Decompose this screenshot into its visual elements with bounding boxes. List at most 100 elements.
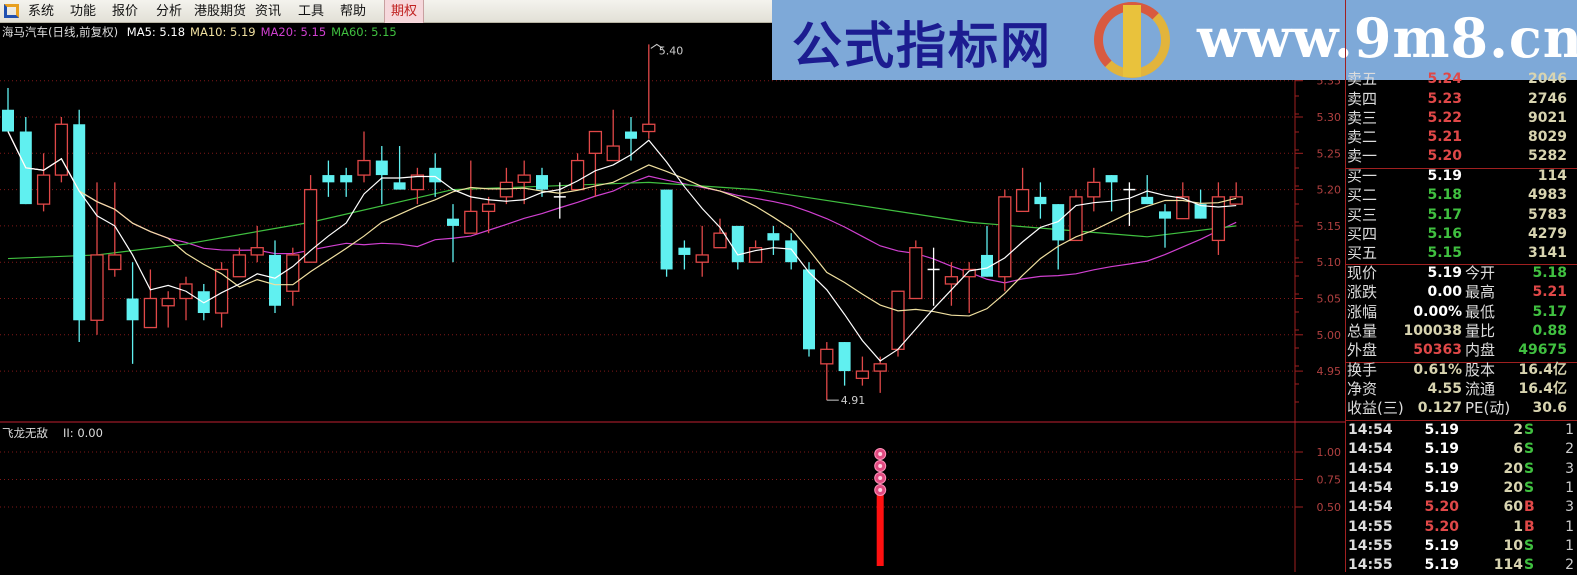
trade-count: 1 xyxy=(1565,518,1574,535)
trade-row: 14:54 5.19 20 S 3 xyxy=(1345,460,1577,479)
stats-row: 总量 100038 量比 0.88 xyxy=(1345,322,1577,341)
candle[interactable] xyxy=(1123,182,1136,226)
candle[interactable] xyxy=(731,225,744,270)
candle[interactable] xyxy=(161,291,175,328)
candle[interactable] xyxy=(1015,167,1030,213)
candle[interactable] xyxy=(998,189,1012,292)
stats-label-2: 最低 xyxy=(1465,303,1496,321)
candle[interactable] xyxy=(838,342,851,386)
menu-item-6[interactable]: 工具 xyxy=(298,4,325,19)
trade-side: S xyxy=(1524,479,1535,496)
candle[interactable] xyxy=(250,225,264,263)
candle[interactable] xyxy=(891,290,905,357)
trade-count: 2 xyxy=(1565,441,1574,458)
price-tick-label: 5.25 xyxy=(1317,147,1342,160)
menu-item-7[interactable]: 帮助 xyxy=(340,4,367,19)
candle[interactable] xyxy=(1105,175,1118,212)
candle[interactable] xyxy=(820,342,834,401)
candle[interactable] xyxy=(678,240,691,270)
stock-title: 海马汽车(日线,前复权) xyxy=(2,25,119,39)
candle[interactable] xyxy=(393,146,406,190)
candle[interactable] xyxy=(1159,204,1171,248)
candle[interactable] xyxy=(54,117,69,183)
candle[interactable] xyxy=(2,87,14,132)
menu-item-0[interactable]: 系统 xyxy=(28,4,55,19)
fund-label: 收益(三) xyxy=(1347,399,1404,417)
candle[interactable] xyxy=(481,196,496,234)
candle[interactable] xyxy=(357,131,371,183)
candle-body xyxy=(1211,196,1226,242)
trade-volume: 6 xyxy=(1513,441,1523,458)
menu-item-3[interactable]: 分析 xyxy=(156,4,183,19)
candle-body xyxy=(642,123,656,133)
candle-body xyxy=(1069,196,1083,242)
candle[interactable] xyxy=(429,153,442,197)
candle[interactable] xyxy=(873,356,887,393)
menu-item-2[interactable]: 报价 xyxy=(112,4,139,19)
candle[interactable] xyxy=(625,117,637,161)
candle[interactable] xyxy=(1211,182,1226,255)
candle[interactable] xyxy=(410,167,425,205)
candle[interactable] xyxy=(499,167,514,205)
candle-body xyxy=(1034,196,1047,205)
candle[interactable] xyxy=(269,240,281,314)
candle[interactable] xyxy=(517,160,531,205)
candle[interactable] xyxy=(447,204,459,263)
candle[interactable] xyxy=(570,153,585,191)
candle[interactable] xyxy=(1034,182,1047,219)
menu-item-5[interactable]: 资讯 xyxy=(255,4,282,19)
candle[interactable] xyxy=(660,189,673,277)
trade-time: 14:54 xyxy=(1348,499,1393,516)
candle[interactable] xyxy=(944,262,959,306)
quote-panel: 卖五 5.24 2046 卖四 5.23 2746 卖三 5.22 9021 卖二 5.21 8029… xyxy=(1345,0,1577,573)
candle[interactable] xyxy=(286,247,300,306)
candle[interactable] xyxy=(695,225,709,277)
trade-time: 14:54 xyxy=(1348,479,1393,496)
candle[interactable] xyxy=(73,109,86,343)
candle[interactable] xyxy=(553,182,566,219)
candle[interactable] xyxy=(1069,189,1083,242)
candle-body xyxy=(731,225,744,263)
trade-volume: 20 xyxy=(1503,479,1523,496)
candle[interactable] xyxy=(143,269,158,329)
signal-bar xyxy=(876,490,884,566)
candle[interactable] xyxy=(1229,182,1243,205)
candle[interactable] xyxy=(785,233,798,270)
candle[interactable] xyxy=(108,182,122,277)
candle[interactable] xyxy=(126,262,139,364)
candle[interactable] xyxy=(179,276,193,321)
candle[interactable] xyxy=(36,153,51,212)
candle[interactable] xyxy=(606,109,620,162)
candle[interactable] xyxy=(232,247,247,278)
menu-item-8[interactable]: 期权 xyxy=(384,0,425,23)
menu-item-1[interactable]: 功能 xyxy=(70,4,97,19)
candle[interactable] xyxy=(855,356,870,386)
candle[interactable] xyxy=(214,262,229,328)
candle[interactable] xyxy=(1194,189,1207,219)
candle[interactable] xyxy=(322,160,335,197)
candle[interactable] xyxy=(767,225,780,255)
ask-price: 5.23 xyxy=(1427,91,1462,107)
menu-item-4[interactable]: 港股期货 xyxy=(194,4,247,19)
candle[interactable] xyxy=(340,167,353,197)
panel-separator xyxy=(1345,264,1577,265)
candle[interactable] xyxy=(909,240,923,300)
ma60-line xyxy=(7,181,1237,260)
kline-chart[interactable]: 5.355.305.255.205.155.105.055.004.955.40… xyxy=(0,0,1345,572)
candle[interactable] xyxy=(803,262,815,357)
trade-row: 14:54 5.19 2 S 1 xyxy=(1345,421,1577,440)
candle-body xyxy=(660,189,673,270)
ask-label: 卖五 xyxy=(1347,70,1378,88)
candle[interactable] xyxy=(303,175,318,263)
candle[interactable] xyxy=(1052,204,1065,270)
trade-side: B xyxy=(1524,499,1535,516)
candle[interactable] xyxy=(90,182,104,335)
candle[interactable] xyxy=(1087,167,1101,212)
candle[interactable] xyxy=(927,247,940,306)
candle[interactable] xyxy=(642,44,656,139)
candle[interactable] xyxy=(713,218,727,249)
candle[interactable] xyxy=(197,283,210,321)
candle[interactable] xyxy=(375,146,388,205)
candle-body xyxy=(393,182,406,190)
candle[interactable] xyxy=(1141,175,1154,205)
